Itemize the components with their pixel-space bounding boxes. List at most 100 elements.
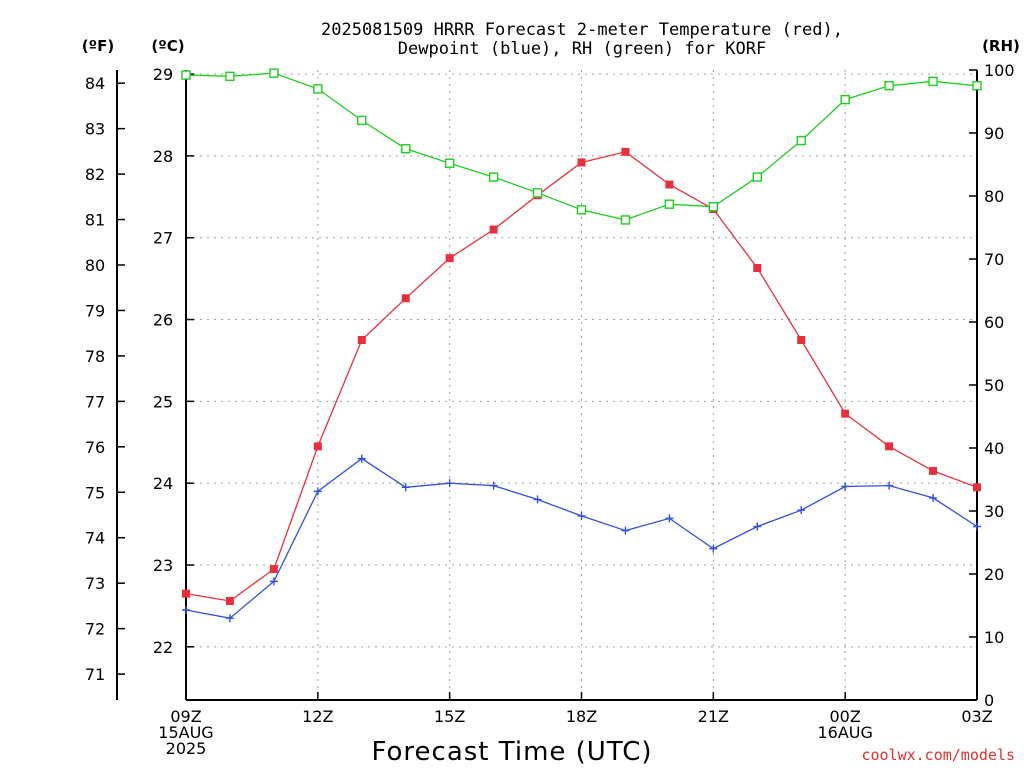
rh-tick-label: 80 [984,187,1004,206]
temperature-point [973,483,981,492]
dewpoint-point [357,454,366,463]
rh-point [444,158,455,168]
x-tick-label: 00Z 16AUG [817,707,872,742]
fahrenheit-tick-label: 81 [85,211,105,230]
dewpoint-point [709,544,718,553]
rh-point [664,199,675,209]
fahrenheit-tick-label: 77 [85,392,105,411]
rh-unit-label: (RH) [982,37,1020,55]
dewpoint-point [841,482,850,491]
dewpoint-point [929,493,938,502]
credit-text: coolwx.com/models [861,746,1015,764]
rh-tick-label: 10 [984,628,1004,647]
dewpoint-point [973,522,981,531]
fahrenheit-tick-label: 72 [85,620,105,639]
fahrenheit-unit-label: (ºF) [82,37,114,55]
dewpoint-point [753,522,762,531]
rh-point [488,172,499,182]
rh-point [401,144,411,154]
temperature-point [225,597,234,605]
chart-title-line2: Dewpoint (blue), RH (green) for KORF [398,39,766,59]
rh-point [796,135,806,146]
rh-tick-label: 90 [984,124,1004,143]
celsius-tick-label: 29 [153,65,173,84]
rh-point [576,205,587,215]
rh-point [708,202,719,212]
fahrenheit-tick-label: 83 [85,120,105,139]
rh-tick-label: 20 [984,565,1004,584]
temperature-point [665,180,674,189]
celsius-tick-label: 25 [153,392,173,411]
rh-tick-label: 100 [984,61,1015,80]
rh-point [225,71,235,82]
fahrenheit-tick-label: 79 [85,301,105,320]
dewpoint-point [401,483,410,492]
dewpoint-point [577,511,586,520]
x-tick-label: 09Z 15AUG 2025 [158,707,213,758]
temperature-point [929,466,938,475]
rh-point [532,188,543,198]
fahrenheit-tick-label: 82 [85,165,105,184]
dewpoint-point [225,614,234,623]
rh-point [357,115,367,126]
temperature-point [489,225,498,234]
dewpoint-point [182,606,190,614]
x-axis-label: Forecast Time (UTC) [371,737,652,767]
celsius-tick-label: 26 [153,311,173,330]
x-tick-label: 21Z [698,707,729,726]
dewpoint-point [797,506,806,515]
dewpoint-point [313,487,322,496]
temperature-point [621,147,630,156]
temperature-point [182,589,190,598]
dewpoint-point [665,514,674,523]
fahrenheit-tick-label: 84 [85,74,105,93]
x-tick-label: 18Z [566,707,597,726]
fahrenheit-tick-label: 76 [85,438,105,457]
rh-point [928,76,938,87]
chart-title-line1: 2025081509 HRRR Forecast 2-meter Tempera… [321,20,843,40]
temperature-point [797,336,806,344]
tick-labels: 22 23 24 25 26 27 28 29 71 72 73 74 75 76 77 78 79 80 81 82… [85,61,1015,758]
rh-point [972,81,982,91]
fahrenheit-tick-label: 71 [85,665,105,684]
temperature-point [885,442,894,451]
fahrenheit-tick-label: 73 [85,574,105,593]
rh-point [884,81,894,91]
celsius-tick-label: 24 [153,474,173,493]
dewpoint-point [533,495,542,504]
rh-tick-label: 30 [984,502,1004,521]
rh-tick-label: 50 [984,376,1004,395]
temperature-point [753,264,762,272]
temperature-point [269,565,278,574]
rh-point [269,68,279,78]
rh-point [752,172,762,182]
x-tick-label: 15Z [434,707,465,726]
x-tick-label: 12Z [302,707,333,726]
rh-point [313,84,323,94]
rh-point [840,94,850,105]
rh-point [620,215,631,225]
rh-tick-label: 70 [984,250,1004,269]
dewpoint-point [269,577,278,586]
temperature-point [577,158,586,167]
series-layer [181,68,982,623]
temperature-point [445,254,454,263]
celsius-tick-label: 27 [153,229,173,248]
dewpoint-point [489,481,498,490]
x-tick-label: 03Z [961,707,992,726]
dewpoint-point [621,526,630,535]
temperature-point [357,336,366,344]
rh-point [181,70,191,80]
temperature-point [401,294,410,303]
fahrenheit-tick-label: 75 [85,483,105,502]
celsius-tick-label: 23 [153,556,173,575]
celsius-unit-label: (ºC) [151,37,184,55]
fahrenheit-tick-label: 80 [85,256,105,275]
rh-tick-label: 40 [984,439,1004,458]
celsius-tick-label: 22 [153,638,173,657]
dewpoint-point [445,479,454,488]
dewpoint-point [885,481,894,490]
celsius-tick-label: 28 [153,147,173,166]
rh-tick-label: 0 [984,691,994,710]
